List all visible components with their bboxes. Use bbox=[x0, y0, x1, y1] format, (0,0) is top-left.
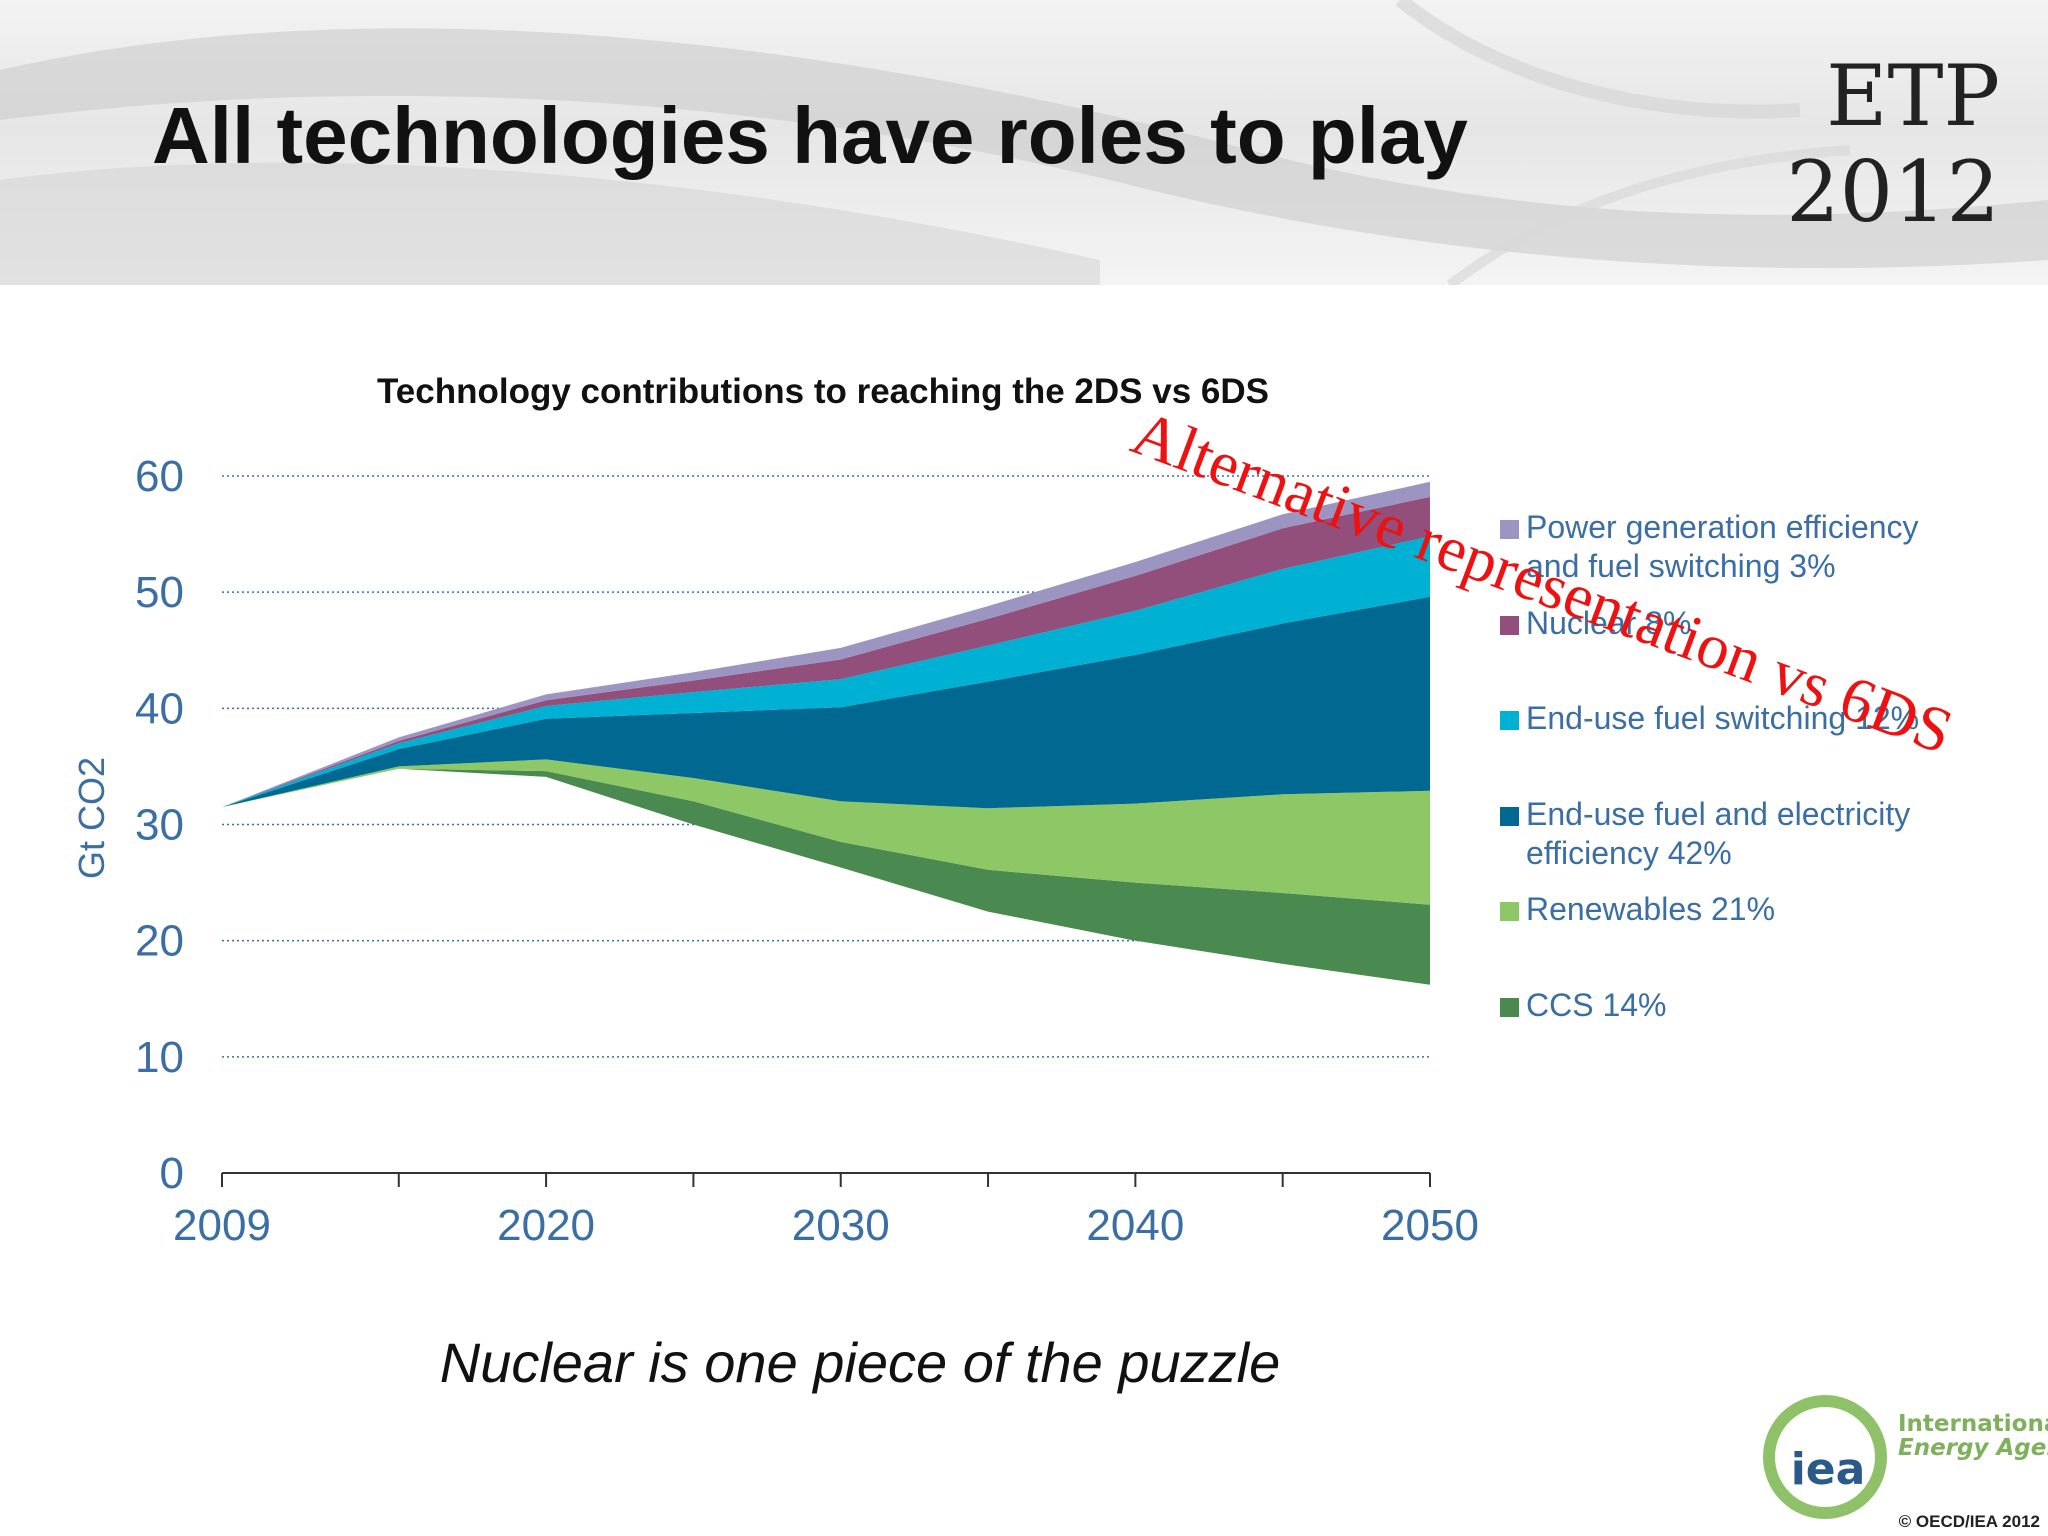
y-axis-ticks: 0 10 20 30 40 50 60 bbox=[135, 452, 184, 1198]
iea-org-name-line1: International bbox=[1898, 1411, 2048, 1437]
y-tick-label: 30 bbox=[135, 801, 184, 850]
x-tick-label: 2009 bbox=[173, 1201, 271, 1250]
legend-label: Power generation efficiency and fuel swit… bbox=[1526, 509, 1919, 584]
y-tick-label: 10 bbox=[135, 1033, 184, 1082]
legend-swatch bbox=[1500, 902, 1519, 921]
legend-item: Renewables 21% bbox=[1500, 891, 1775, 927]
legend-item: End-use fuel switching 12% bbox=[1500, 700, 1919, 736]
iea-logo-ring bbox=[1763, 1395, 1887, 1519]
iea-logo: iea International Energy Agency bbox=[1763, 1395, 2048, 1519]
legend-item: End-use fuel and electricity efficiency 4… bbox=[1500, 796, 1910, 871]
area-ccs bbox=[222, 768, 1430, 985]
x-axis bbox=[221, 1172, 1431, 1187]
y-tick-label: 40 bbox=[135, 684, 184, 733]
title-banner: All technologies have roles to play ETP … bbox=[0, 0, 2048, 285]
legend-swatch bbox=[1500, 998, 1519, 1017]
emissions-area-chart: Technology contributions to reaching the… bbox=[71, 372, 1962, 1250]
etp-badge: ETP 2012 bbox=[1786, 48, 2000, 240]
legend-swatch bbox=[1500, 520, 1519, 539]
copyright-notice: © OECD/IEA 2012 bbox=[1898, 1512, 2040, 1531]
iea-org-name-line2: Energy Agency bbox=[1898, 1435, 2048, 1461]
etp-badge-line1: ETP bbox=[1826, 47, 2000, 145]
y-tick-label: 50 bbox=[135, 568, 184, 617]
area-power-generation-efficiency-and-fuel-switching bbox=[222, 481, 1430, 808]
legend-item: Power generation efficiency and fuel swit… bbox=[1500, 509, 1919, 584]
y-axis-label: Gt CO2 bbox=[71, 757, 112, 879]
legend-item: CCS 14% bbox=[1500, 987, 1667, 1023]
y-tick-label: 60 bbox=[135, 452, 184, 501]
x-tick-label: 2030 bbox=[792, 1201, 890, 1250]
x-tick-label: 2020 bbox=[497, 1201, 595, 1250]
x-tick-label: 2050 bbox=[1381, 1201, 1479, 1250]
stacked-areas bbox=[222, 481, 1430, 985]
legend-item: Nuclear 8% bbox=[1500, 605, 1691, 641]
y-tick-label: 20 bbox=[135, 917, 184, 966]
banner-swoosh-graphic bbox=[0, 0, 2048, 285]
x-axis-ticks: 2009 2020 2030 2040 2050 bbox=[173, 1201, 1479, 1250]
y-tick-label: 0 bbox=[160, 1149, 184, 1198]
legend: Power generation efficiency and fuel swit… bbox=[1500, 509, 1919, 1023]
x-tick-label: 2040 bbox=[1086, 1201, 1184, 1250]
etp-badge-line2: 2012 bbox=[1786, 143, 2000, 241]
legend-swatch bbox=[1500, 616, 1519, 635]
legend-label: Renewables 21% bbox=[1526, 891, 1775, 927]
legend-label: End-use fuel and electricity efficiency 4… bbox=[1526, 796, 1910, 871]
slide-title: All technologies have roles to play bbox=[152, 91, 1468, 180]
area-renewables bbox=[222, 759, 1430, 905]
legend-swatch bbox=[1500, 807, 1519, 826]
legend-label: Nuclear 8% bbox=[1526, 605, 1691, 641]
iea-logo-letters: iea bbox=[1791, 1444, 1866, 1495]
chart-title: Technology contributions to reaching the… bbox=[377, 372, 1269, 411]
area-nuclear bbox=[222, 496, 1430, 808]
legend-swatch bbox=[1500, 711, 1519, 730]
legend-label: End-use fuel switching 12% bbox=[1526, 700, 1919, 736]
area-end-use-fuel-switching bbox=[222, 536, 1430, 808]
area-end-use-fuel-and-electricity-efficiency bbox=[222, 596, 1430, 809]
slide-caption: Nuclear is one piece of the puzzle bbox=[439, 1331, 1281, 1394]
legend-label: CCS 14% bbox=[1526, 987, 1667, 1023]
